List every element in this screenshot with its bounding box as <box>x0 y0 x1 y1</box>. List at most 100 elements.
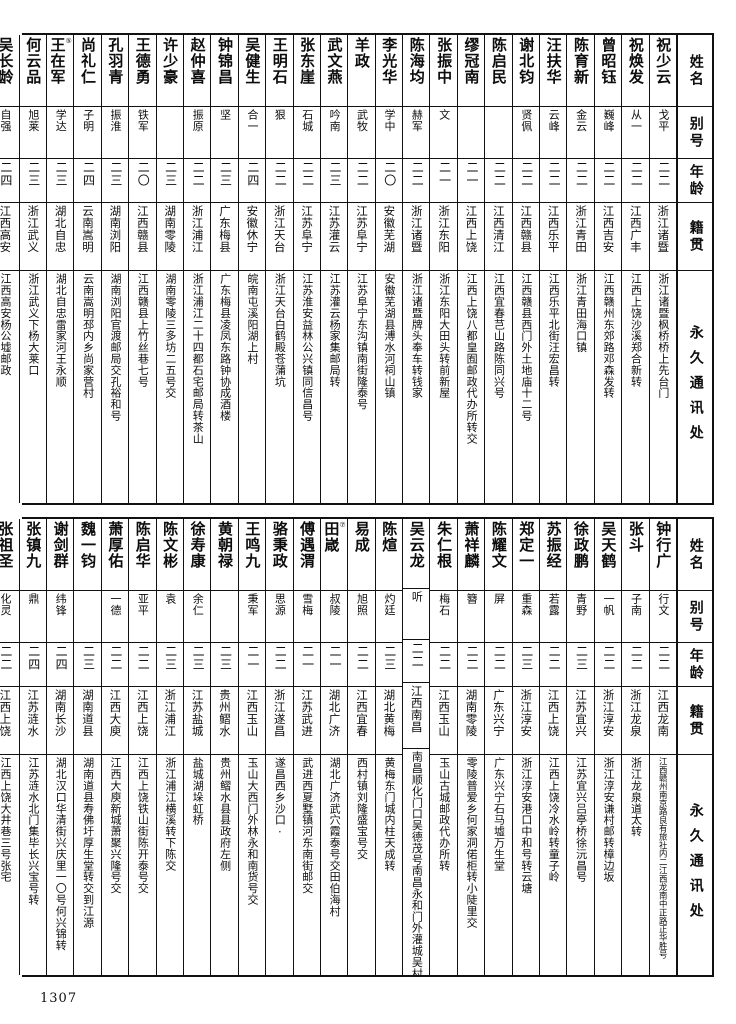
entry-address-cell: 遂昌西乡沙口· <box>266 755 292 975</box>
roster-entry-column[interactable]: 田嵅 ⑦ 叔陵 二一 湖北广济 湖北广济武穴霞泰号交田伯海村 <box>319 519 348 975</box>
roster-entry-column[interactable]: 傅遇渭 雪梅 二一 江苏武进 武进西夏墅镇河东南街邮交 <box>292 519 320 975</box>
entry-age-cell: 二三 <box>156 643 183 687</box>
entry-age: 二三 <box>382 645 397 671</box>
entry-alias-cell: 从一 <box>622 107 649 159</box>
roster-entry-column[interactable]: 吴天鹤 一帆 二二 浙江淳安 浙江淳安谦村邮转樟边坂 <box>593 519 622 975</box>
entry-age: 二三 <box>328 161 343 187</box>
roster-entry-column[interactable]: 张振中文二一 浙江东阳 浙江东阳大田头转前新屋 <box>429 35 457 503</box>
entry-name-cell: 田嵅 ⑦ <box>320 519 348 591</box>
roster-entry-column[interactable]: 谢北钧 贤佩 二二 江西赣县 江西赣县西门外土地庙十二号 <box>511 35 540 503</box>
roster-entry-column[interactable]: 黄朝禄 二三 贵州鳛水 贵州鳛水县县政府左侧 <box>210 519 238 975</box>
roster-entry-column[interactable]: 萧祥麟簪二二 湖南零陵 零陵普爱乡何家洞偌柜转小陡里交 <box>456 519 485 975</box>
roster-entry-column[interactable]: 李光华 学中 二〇 安徽芜湖 安徽芜湖县溥水河祠山镇 <box>374 35 403 503</box>
roster-entry-column[interactable]: 王鸣九 秉军 二一 江西玉山 玉山大西门外林永和南货号交 <box>237 519 266 975</box>
roster-entry-column[interactable]: 曾昭钰 巍峰 二二 江西吉安 江西赣州东郊路邓森发转 <box>593 35 622 503</box>
entry-age-cell: 二二 <box>485 643 512 687</box>
roster-entry-column[interactable]: 陈育新 金云 二二 浙江青田 浙江青田海口镇 <box>566 35 594 503</box>
entry-age-cell: 二二 <box>348 159 375 203</box>
roster-entry-column[interactable]: 萧厚佑 一德 二二 江西大庾 江西大庾新城萧聚兴隆号交 <box>100 519 129 975</box>
roster-entry-column[interactable]: 魏一钧 二三 湖南道县 湖南道县寿佛圩厚生堂转交到江源 <box>73 519 101 975</box>
roster-entry-column[interactable]: 祝焕发 从一 二二 江西广丰 江西上饶沙溪郑合新转 <box>621 35 649 503</box>
entry-name-cell: 陈启民 <box>485 35 512 107</box>
entry-origin-cell: 江苏宜兴 <box>567 687 594 755</box>
roster-entry-column[interactable]: 吴云龙听二二 江西南昌 南昌顺化门口吴德茂号南昌永和门外灌城吴村 <box>402 519 430 975</box>
entry-name-cell: 徐寿康 <box>183 519 211 591</box>
entry-origin-cell: 江苏灌云 <box>320 203 348 271</box>
roster-entry-column[interactable]: 苏振经 若露 二二 江西上饶 江西上饶冷水岭转童子岭 <box>539 519 567 975</box>
roster-entry-column[interactable]: 羊政 武牧 二二 江苏阜宁 江苏阜宁东沟镇南街隆泰号 <box>347 35 375 503</box>
header-label-address-cell: 永久通讯处 <box>678 755 712 975</box>
entry-origin: 浙江淳安 <box>519 689 534 737</box>
roster-entry-column[interactable]: 武文燕 吟南 二三 江苏灌云 江苏灌云杨家集邮局转 <box>319 35 348 503</box>
roster-entry-column[interactable]: 郑定一 重森 二三 浙江淳安 浙江淳安港口中和号转云塘 <box>511 519 540 975</box>
entry-alias: 重森 <box>519 593 533 616</box>
roster-entry-column[interactable]: 许少豪 二三 湖南零陵 湖南零陵三多坊二五号交 <box>155 35 183 503</box>
entry-address: 浙江淳安港口中和号转云塘 <box>519 757 533 894</box>
entry-age: 二二 <box>492 645 507 671</box>
roster-entry-column[interactable]: 张镇九鼎二四 江苏涟水 江苏涟水北门集毕长兴宝号转 <box>18 519 47 975</box>
roster-entry-column[interactable]: 张东崖 石城 二二 江苏阜宁 江苏淮安益林公兴镇同信昌号 <box>292 35 320 503</box>
column-header-labels: 姓名 别号 年龄 籍贯 永久通讯处 <box>676 35 712 503</box>
entry-address-cell: 江苏阜宁东沟镇南街隆泰号 <box>348 271 374 503</box>
roster-entry-column[interactable]: 徐政鹏 青野 二三 江苏宜兴 江苏宜兴吕亭桥徐沅昌号 <box>566 519 594 975</box>
roster-entry-column[interactable]: 何云品 旭莱 二三 浙江武义 浙江武义下杨大莱口 <box>18 35 47 503</box>
roster-entry-column[interactable]: 陈启华 亚平 二二 江西上饶 江西上饶铁山街陈开泰号交 <box>128 519 156 975</box>
roster-entry-column[interactable]: 王明石狠二二 浙江天台 浙江天台白鹤殿苍蒲坑 <box>265 35 293 503</box>
entry-alias: 灼廷 <box>382 593 396 616</box>
entry-name-cell: 赵仲喜 <box>183 35 211 107</box>
roster-entry-column[interactable]: 骆秉政 思源 二二 浙江遂昌 遂昌西乡沙口· <box>265 519 293 975</box>
roster-entry-column[interactable]: 祝少云 戈平 二二 浙江诸暨 浙江诸暨枫桥桥上先台门 <box>648 35 676 503</box>
entry-origin-cell: 浙江龙泉 <box>622 687 649 755</box>
entry-address-cell: 浙江淳安谦村邮转樟边坂 <box>595 755 621 975</box>
entry-age: 二二 <box>601 161 616 187</box>
entry-age-cell: 二二 <box>0 643 19 687</box>
roster-entry-column[interactable]: 汪扶华 云峰 二二 江西乐平 江西乐平北街汪宏昌转 <box>539 35 567 503</box>
entry-age-cell: 二三 <box>211 643 238 687</box>
entry-address-cell: 浙江龙泉道太转 <box>622 755 648 975</box>
roster-entry-column[interactable]: 陈启民 二二 江西清江 江西宜春芑山路陈同兴号 <box>484 35 512 503</box>
entry-age: 二四 <box>54 645 69 671</box>
roster-entry-column[interactable]: 尚礼仁 子明 二四 云南嵩明 云南嵩明邳内乡尚家营村 <box>73 35 101 503</box>
roster-entry-column[interactable]: 陈文彬袁二三 浙江浦江 浙江浦江横溪转下陈交 <box>155 519 183 975</box>
entry-origin-cell: 浙江武义 <box>19 203 47 271</box>
roster-entry-column[interactable]: 赵仲喜 振原 二二 浙江浦江 浙江浦江二十四都石宅邮局转茶山 <box>182 35 211 503</box>
entry-age-cell: 二三 <box>512 643 540 687</box>
entry-age-cell: 二二 <box>512 159 540 203</box>
roster-entry-column[interactable]: 钟锦昌坚二三 广东梅县 广东梅县凌凤东路钟协成酒楼 <box>210 35 238 503</box>
entry-alias-cell: 重森 <box>512 591 540 643</box>
roster-entry-column[interactable]: 朱仁根 梅石 二二 江西玉山 玉山古城邮政代办所转 <box>429 519 457 975</box>
roster-entry-column[interactable]: 张斗 子南 二二 浙江龙泉 浙江龙泉道太转 <box>621 519 649 975</box>
entry-origin-cell: 浙江淳安 <box>594 687 622 755</box>
entry-address-cell: 江西上饶铁山街陈开泰号交 <box>129 755 155 975</box>
entry-age: 二三 <box>519 645 534 671</box>
roster-entry-column[interactable]: 陈耀文屏二二 广东兴宁 广东兴宁石马墟万生堂 <box>484 519 512 975</box>
entry-name: 羊政 <box>352 37 371 69</box>
roster-entry-column[interactable]: 徐寿康 余仁 二三 江苏盐城 盐城湖垛虹桥 <box>182 519 211 975</box>
entry-origin-cell: 浙江诸暨 <box>649 203 676 271</box>
entry-alias: 旭莱 <box>26 109 40 132</box>
roster-entry-column[interactable]: 陈海均 赫军 二二 浙江诸暨 浙江诸暨牌头奉车转钱家 <box>402 35 430 503</box>
entry-alias: 纬锋 <box>54 593 68 616</box>
entry-address: 江西上饶冷水岭转童子岭 <box>547 757 561 883</box>
entry-origin-cell: 湖南道县 <box>74 687 101 755</box>
entry-name: 张镇九 <box>24 521 43 569</box>
roster-entry-column[interactable]: 易成 旭照 二二 江西宜春 西村镇刘隆盛宝号交 <box>347 519 375 975</box>
roster-entry-column[interactable]: 陈煊 灼廷 二三 湖北黄梅 黄梅东门城内柱天成转 <box>374 519 403 975</box>
roster-entry-column[interactable]: 吴长龄 自强 二四 江西高安 江西高安杨公墟邮政 <box>0 35 19 503</box>
roster-entry-column[interactable]: 钟行广 行文 二二 江西龙南 江西赣州南京路良有旅社内二江西龙南中正路正华胜号 <box>648 519 676 975</box>
entry-alias: 若露 <box>547 593 561 616</box>
entry-address: 广东兴宁石马墟万生堂 <box>492 757 506 871</box>
roster-entry-column[interactable]: 王在军 ⑤ 学达 二三 湖北自忠 湖北自忠雷家河王永顺 <box>46 35 74 503</box>
entry-name: 田嵅 <box>322 521 341 553</box>
roster-entry-column[interactable]: 缪冠南 二一 江西上饶 江西上饶八都皇囿邮政代办所转交 <box>456 35 485 503</box>
roster-entry-column[interactable]: 孔羽青 振淮 二三 湖南浏阳 湖南浏阳官渡邮局交孔裕和号 <box>100 35 129 503</box>
roster-entry-column[interactable]: 谢剑群 纬锋 二四 湖南长沙 湖北汉口华清街兴庆里一〇号何兴锦转 <box>46 519 74 975</box>
entry-address-cell: 浙江诸暨牌头奉车转钱家 <box>403 271 429 503</box>
entry-origin-cell: 湖南浏阳 <box>101 203 129 271</box>
roster-entry-column[interactable]: 吴健生 合一 二四 安徽休宁 皖南屯溪阳湖上村 <box>237 35 266 503</box>
entry-age: 二三 <box>163 161 178 187</box>
entry-alias: 戈平 <box>656 109 670 132</box>
roster-entry-column[interactable]: 王德勇 铁军 二〇 江西赣县 江西赣县上竹丝巷七号 <box>128 35 156 503</box>
roster-entry-column[interactable]: 张祖圣 化灵 二二 江西上饶 江西上饶大井巷三号张宅 <box>0 519 19 975</box>
